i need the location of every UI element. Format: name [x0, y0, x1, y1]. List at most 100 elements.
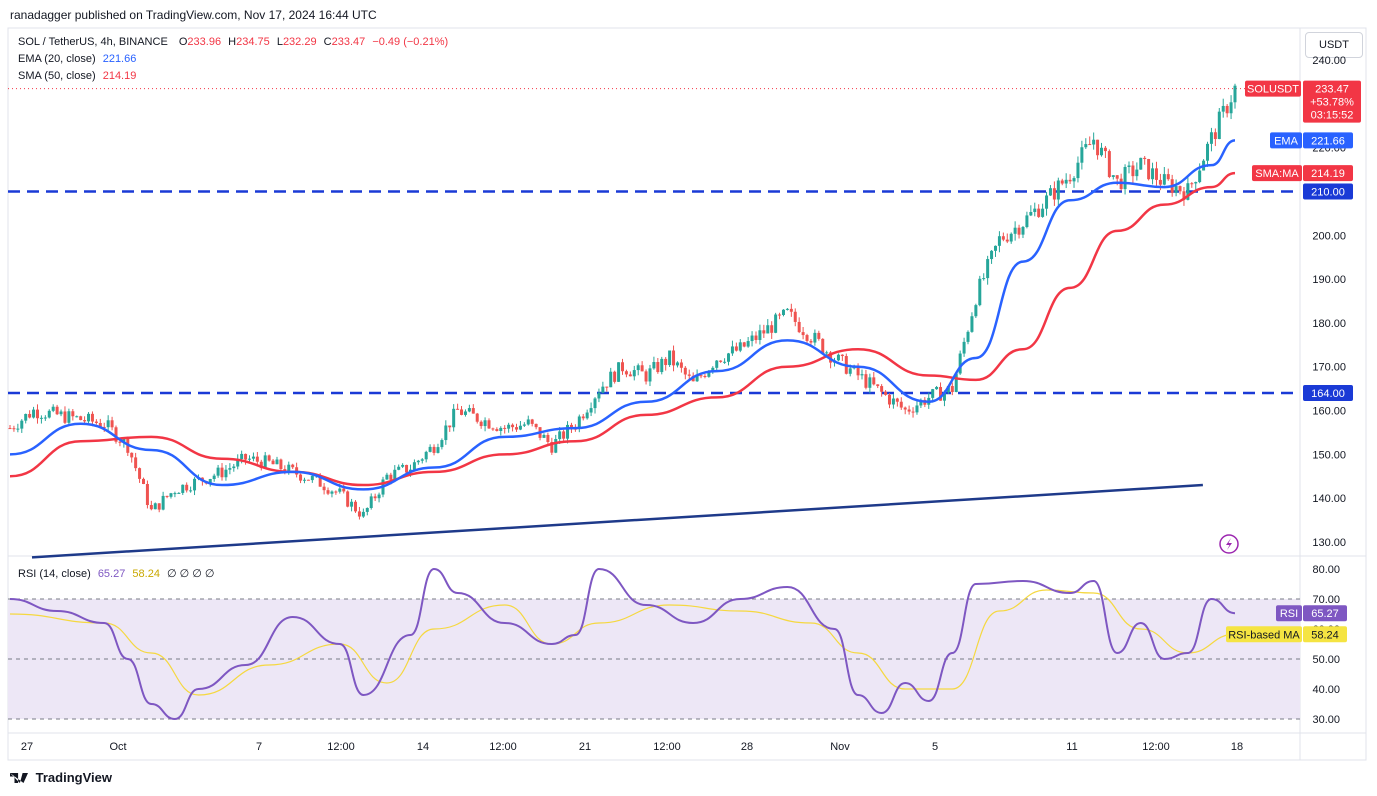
time-tick-label: 14 — [417, 741, 429, 753]
candle-body — [244, 453, 248, 460]
rsi-ma-value-tag[interactable]: 58.24 — [1303, 626, 1347, 643]
candle-body — [401, 464, 405, 467]
candle-body — [448, 425, 452, 428]
rsi-value-tag[interactable]: 65.27 — [1303, 605, 1347, 622]
sma-name-tag[interactable]: SMA:MA — [1252, 165, 1302, 182]
rsi-legend-label: RSI (14, close) — [18, 568, 91, 580]
ohlc-low-label: L — [276, 36, 283, 48]
ema-line[interactable] — [9, 139, 1236, 491]
trend-line[interactable] — [31, 483, 1203, 559]
candle-body — [699, 375, 703, 377]
last-price-tag[interactable]: 233.47+53.78%03:15:52 — [1303, 80, 1361, 123]
level-high-tag[interactable]: 210.00 — [1303, 183, 1353, 200]
candle-body — [306, 479, 310, 481]
rsi-ma-line[interactable] — [9, 589, 1236, 696]
tradingview-logo[interactable]: TradingView — [10, 770, 112, 785]
rsi-ma-name-tag[interactable]: RSI-based MA — [1226, 626, 1302, 643]
sma-line[interactable] — [9, 171, 1236, 487]
candle-body — [707, 370, 711, 377]
candle-body — [514, 427, 518, 430]
rsi-legend[interactable]: RSI (14, close) 65.27 58.24 ∅ ∅ ∅ ∅ — [18, 567, 215, 580]
candle-body — [208, 479, 212, 484]
sma-legend[interactable]: SMA (50, close) 214.19 — [18, 70, 136, 82]
candle-body — [566, 424, 570, 439]
candle-body — [880, 386, 884, 392]
ema-legend-label: EMA (20, close) — [18, 53, 96, 65]
candle-body — [393, 469, 397, 480]
candle-body — [891, 398, 895, 405]
candle-body — [1048, 188, 1052, 196]
time-tick-label: 27 — [21, 741, 33, 753]
ohlc-open-label: O — [178, 36, 188, 48]
candle-body — [636, 365, 640, 371]
rsi-name-tag-text: RSI — [1280, 608, 1298, 620]
candle-body — [39, 417, 43, 419]
time-tick-label: 21 — [579, 741, 591, 753]
candle-body — [279, 459, 283, 470]
candle-body — [389, 474, 393, 480]
ohlc-open: 233.96 — [187, 36, 222, 48]
rsi-name-tag[interactable]: RSI — [1276, 605, 1302, 622]
price-tick-label: 150.00 — [1312, 449, 1346, 461]
candle-body — [299, 474, 303, 481]
rsi-value-tag-bg — [1303, 605, 1347, 622]
currency-button[interactable]: USDT — [1305, 32, 1363, 58]
candle-body — [766, 325, 770, 334]
ema-legend[interactable]: EMA (20, close) 221.66 — [18, 53, 136, 65]
candle-body — [471, 408, 475, 414]
candle-body — [232, 466, 236, 469]
candle-body — [1162, 174, 1166, 185]
time-tick-label: 12:00 — [653, 741, 681, 753]
rsi-extra-values: ∅ ∅ ∅ ∅ — [167, 568, 215, 580]
candle-body — [966, 331, 970, 342]
candle-body — [656, 362, 660, 373]
rsi-tick-label: 80.00 — [1312, 564, 1340, 576]
candle-body — [1127, 165, 1131, 167]
candle-body — [958, 353, 962, 374]
candle-body — [87, 413, 91, 422]
candle-body — [683, 367, 687, 375]
sma-price-tag-text: 214.19 — [1311, 168, 1345, 180]
candle-body — [491, 428, 495, 430]
rsi-line[interactable] — [9, 567, 1236, 721]
symbol-legend[interactable]: SOL / TetherUS, 4h, BINANCE O233.96 H234… — [18, 36, 448, 48]
rsi-ma-value-tag-bg — [1303, 626, 1347, 643]
candle-body — [236, 459, 240, 467]
rsi-tick-label: 30.00 — [1312, 714, 1340, 726]
candle-body — [997, 236, 1001, 246]
rsi-ma-name-tag-text: RSI-based MA — [1228, 629, 1300, 641]
level-low-tag[interactable]: 164.00 — [1303, 385, 1353, 402]
candle-body — [110, 420, 114, 428]
candle-body — [817, 332, 821, 339]
candle-body — [668, 350, 672, 366]
candle-body — [397, 466, 401, 470]
candle-body — [672, 350, 676, 366]
rsi-tick-label: 70.00 — [1312, 594, 1340, 606]
candle-body — [43, 417, 47, 419]
time-tick-label: 28 — [741, 741, 753, 753]
candle-body — [1221, 105, 1225, 112]
ema-price-tag-bg — [1303, 132, 1353, 149]
candle-body — [1041, 208, 1045, 217]
candle-body — [1151, 168, 1155, 180]
candle-body — [1111, 175, 1115, 177]
candle-body — [526, 419, 530, 425]
lightning-icon[interactable] — [1219, 534, 1239, 554]
symbol-tag[interactable]: SOLUSDT — [1245, 80, 1301, 97]
candle-body — [935, 386, 939, 390]
candle-body — [248, 458, 252, 460]
time-tick-label: Oct — [109, 741, 126, 753]
candle-body — [613, 371, 617, 382]
candle-body — [911, 411, 915, 413]
candle-body — [750, 335, 754, 342]
candle-body — [734, 346, 738, 351]
candle-body — [145, 483, 149, 506]
candle-body — [711, 367, 715, 371]
ema-price-tag[interactable]: 221.66 — [1303, 132, 1353, 149]
ema-name-tag[interactable]: EMA — [1270, 132, 1302, 149]
candle-body — [829, 352, 833, 363]
candle-body — [240, 453, 244, 460]
candle-body — [118, 441, 122, 443]
sma-price-tag[interactable]: 214.19 — [1303, 165, 1353, 182]
